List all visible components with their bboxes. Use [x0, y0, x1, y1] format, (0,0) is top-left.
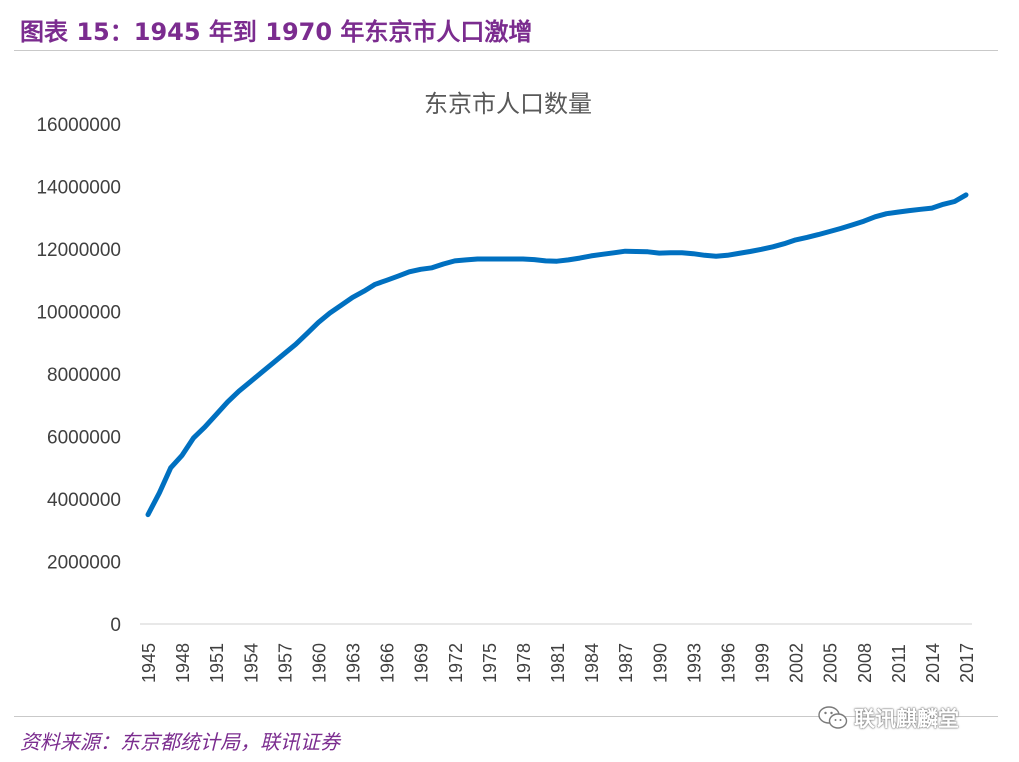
x-tick-label: 2017 [957, 643, 977, 683]
watermark-text: 联讯麒麟堂 [854, 707, 959, 731]
x-tick-label: 2005 [821, 643, 841, 683]
x-tick-label: 1969 [412, 643, 432, 683]
x-tick-label: 1987 [616, 643, 636, 683]
population-series-line [145, 192, 969, 518]
y-tick-label: 4000000 [47, 490, 121, 511]
x-tick-label: 1948 [173, 643, 193, 683]
x-tick-label: 1990 [650, 643, 670, 683]
x-tick-label: 1954 [241, 643, 261, 683]
x-tick-label: 2008 [855, 643, 875, 683]
chart-title: 东京市人口数量 [424, 90, 592, 118]
y-tick-label: 8000000 [47, 365, 121, 386]
y-tick-label: 10000000 [36, 303, 121, 324]
x-tick-label: 1966 [378, 643, 398, 683]
x-tick-label: 1957 [275, 643, 295, 683]
x-tick-label: 1999 [753, 643, 773, 683]
x-tick-label: 1993 [684, 643, 704, 683]
top-divider [14, 50, 998, 51]
x-tick-label: 1960 [309, 643, 329, 683]
y-tick-label: 2000000 [47, 553, 121, 574]
x-tick-label: 2002 [787, 643, 807, 683]
figure-title: 图表 15：1945 年到 1970 年东京市人口激增 [20, 18, 533, 46]
x-tick-label: 1996 [718, 643, 738, 683]
x-tick-label: 1972 [446, 643, 466, 683]
x-tick-label: 1975 [480, 643, 500, 683]
y-tick-label: 16000000 [36, 115, 121, 136]
x-tick-label: 1981 [548, 643, 568, 683]
bottom-divider [14, 716, 998, 717]
x-tick-label: 1963 [344, 643, 364, 683]
x-tick-label: 1978 [514, 643, 534, 683]
x-axis-ticks: 1945 1948 1951 1954 1957 1960 1963 1966 1969 1972… [139, 643, 977, 683]
watermark: 联讯麒麟堂 [818, 703, 959, 733]
y-tick-label: 14000000 [36, 178, 121, 199]
wechat-icon [818, 706, 848, 729]
y-tick-label: 12000000 [36, 240, 121, 261]
y-axis-ticks: 0 2000000 4000000 6000000 8000000 10000000 120… [36, 115, 121, 636]
source-note: 资料来源：东京都统计局，联讯证券 [20, 730, 340, 754]
x-tick-label: 2014 [923, 643, 943, 683]
x-tick-label: 2011 [889, 644, 909, 683]
data-series [145, 192, 969, 518]
x-tick-label: 1984 [582, 643, 602, 683]
x-tick-label: 1945 [139, 643, 159, 683]
x-tick-label: 1951 [207, 643, 227, 683]
y-tick-label: 0 [110, 615, 121, 636]
y-tick-label: 6000000 [47, 428, 121, 449]
